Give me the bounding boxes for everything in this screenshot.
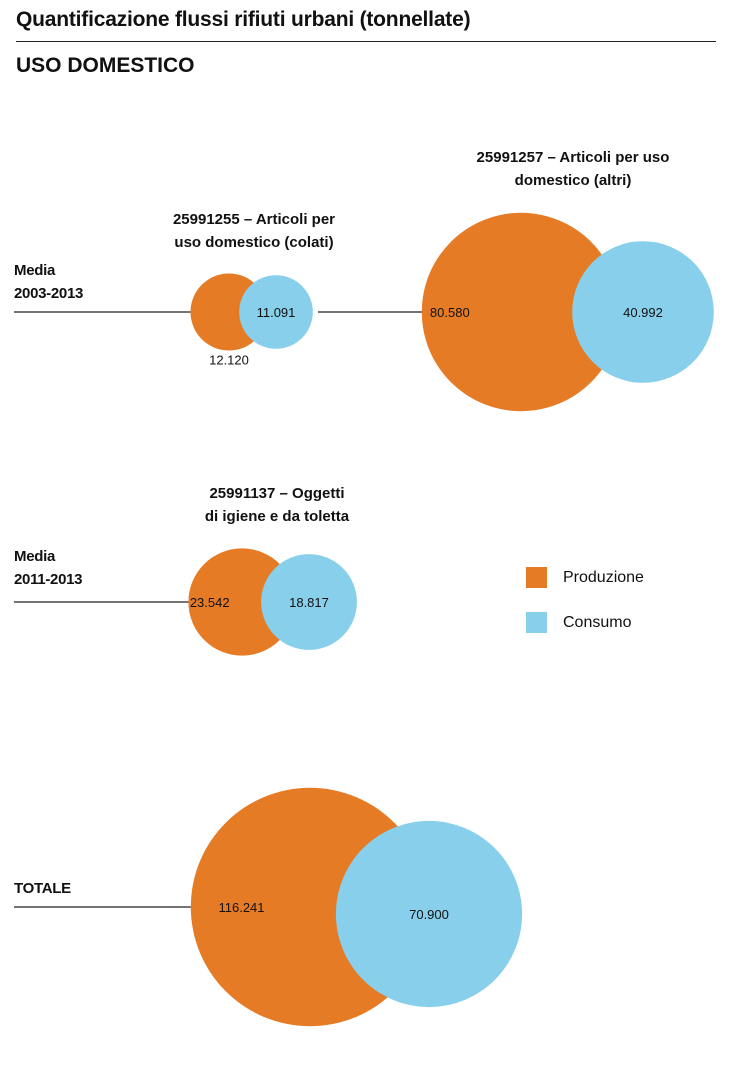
row-label-totale: TOTALE — [14, 877, 71, 900]
value-label-consumo: 18.817 — [289, 595, 329, 610]
group-title: 25991257 – Articoli per uso — [477, 149, 670, 166]
row-label-media-2003-2013: Media 2003-2013 — [14, 259, 83, 305]
group-title: domestico (altri) — [515, 172, 632, 189]
bubble-consumo — [261, 554, 357, 650]
group-title: uso domestico (colati) — [174, 234, 333, 251]
value-label-produzione: 23.542 — [190, 595, 230, 610]
bubble-produzione — [188, 548, 296, 656]
legend-item-consumo: Consumo — [526, 612, 631, 633]
chart-subtitle: USO DOMESTICO — [16, 54, 195, 77]
group-title: 25991255 – Articoli per — [173, 211, 335, 228]
bubble-consumo — [572, 241, 714, 383]
value-label-consumo: 70.900 — [409, 907, 449, 922]
legend-swatch-consumo — [526, 612, 547, 633]
row-label-line: TOTALE — [14, 880, 71, 897]
value-label-produzione: 12.120 — [209, 353, 249, 368]
value-label-produzione: 80.580 — [430, 305, 470, 320]
value-label-produzione: 116.241 — [218, 900, 264, 915]
value-label-consumo: 11.091 — [257, 305, 296, 320]
bubble-consumo — [239, 275, 313, 349]
legend-label: Produzione — [563, 568, 644, 586]
bubble-consumo — [335, 820, 523, 1008]
chart-title: Quantificazione flussi rifiuti urbani (t… — [16, 8, 471, 31]
row-label-media-2011-2013: Media 2011-2013 — [14, 545, 83, 591]
row-label-line: Media — [14, 262, 56, 279]
group-title: 25991137 – Oggetti — [209, 485, 344, 502]
legend-swatch-produzione — [526, 567, 547, 588]
legend-label: Consumo — [563, 613, 632, 631]
group-title: di igiene e da toletta — [205, 508, 350, 525]
legend-item-produzione: Produzione — [526, 567, 644, 588]
row-label-line: Media — [14, 548, 56, 565]
row-label-line: 2011-2013 — [14, 571, 83, 588]
bubble-produzione — [421, 212, 621, 412]
row-label-line: 2003-2013 — [14, 285, 84, 302]
value-label-consumo: 40.992 — [623, 305, 663, 320]
title-divider — [16, 41, 716, 42]
